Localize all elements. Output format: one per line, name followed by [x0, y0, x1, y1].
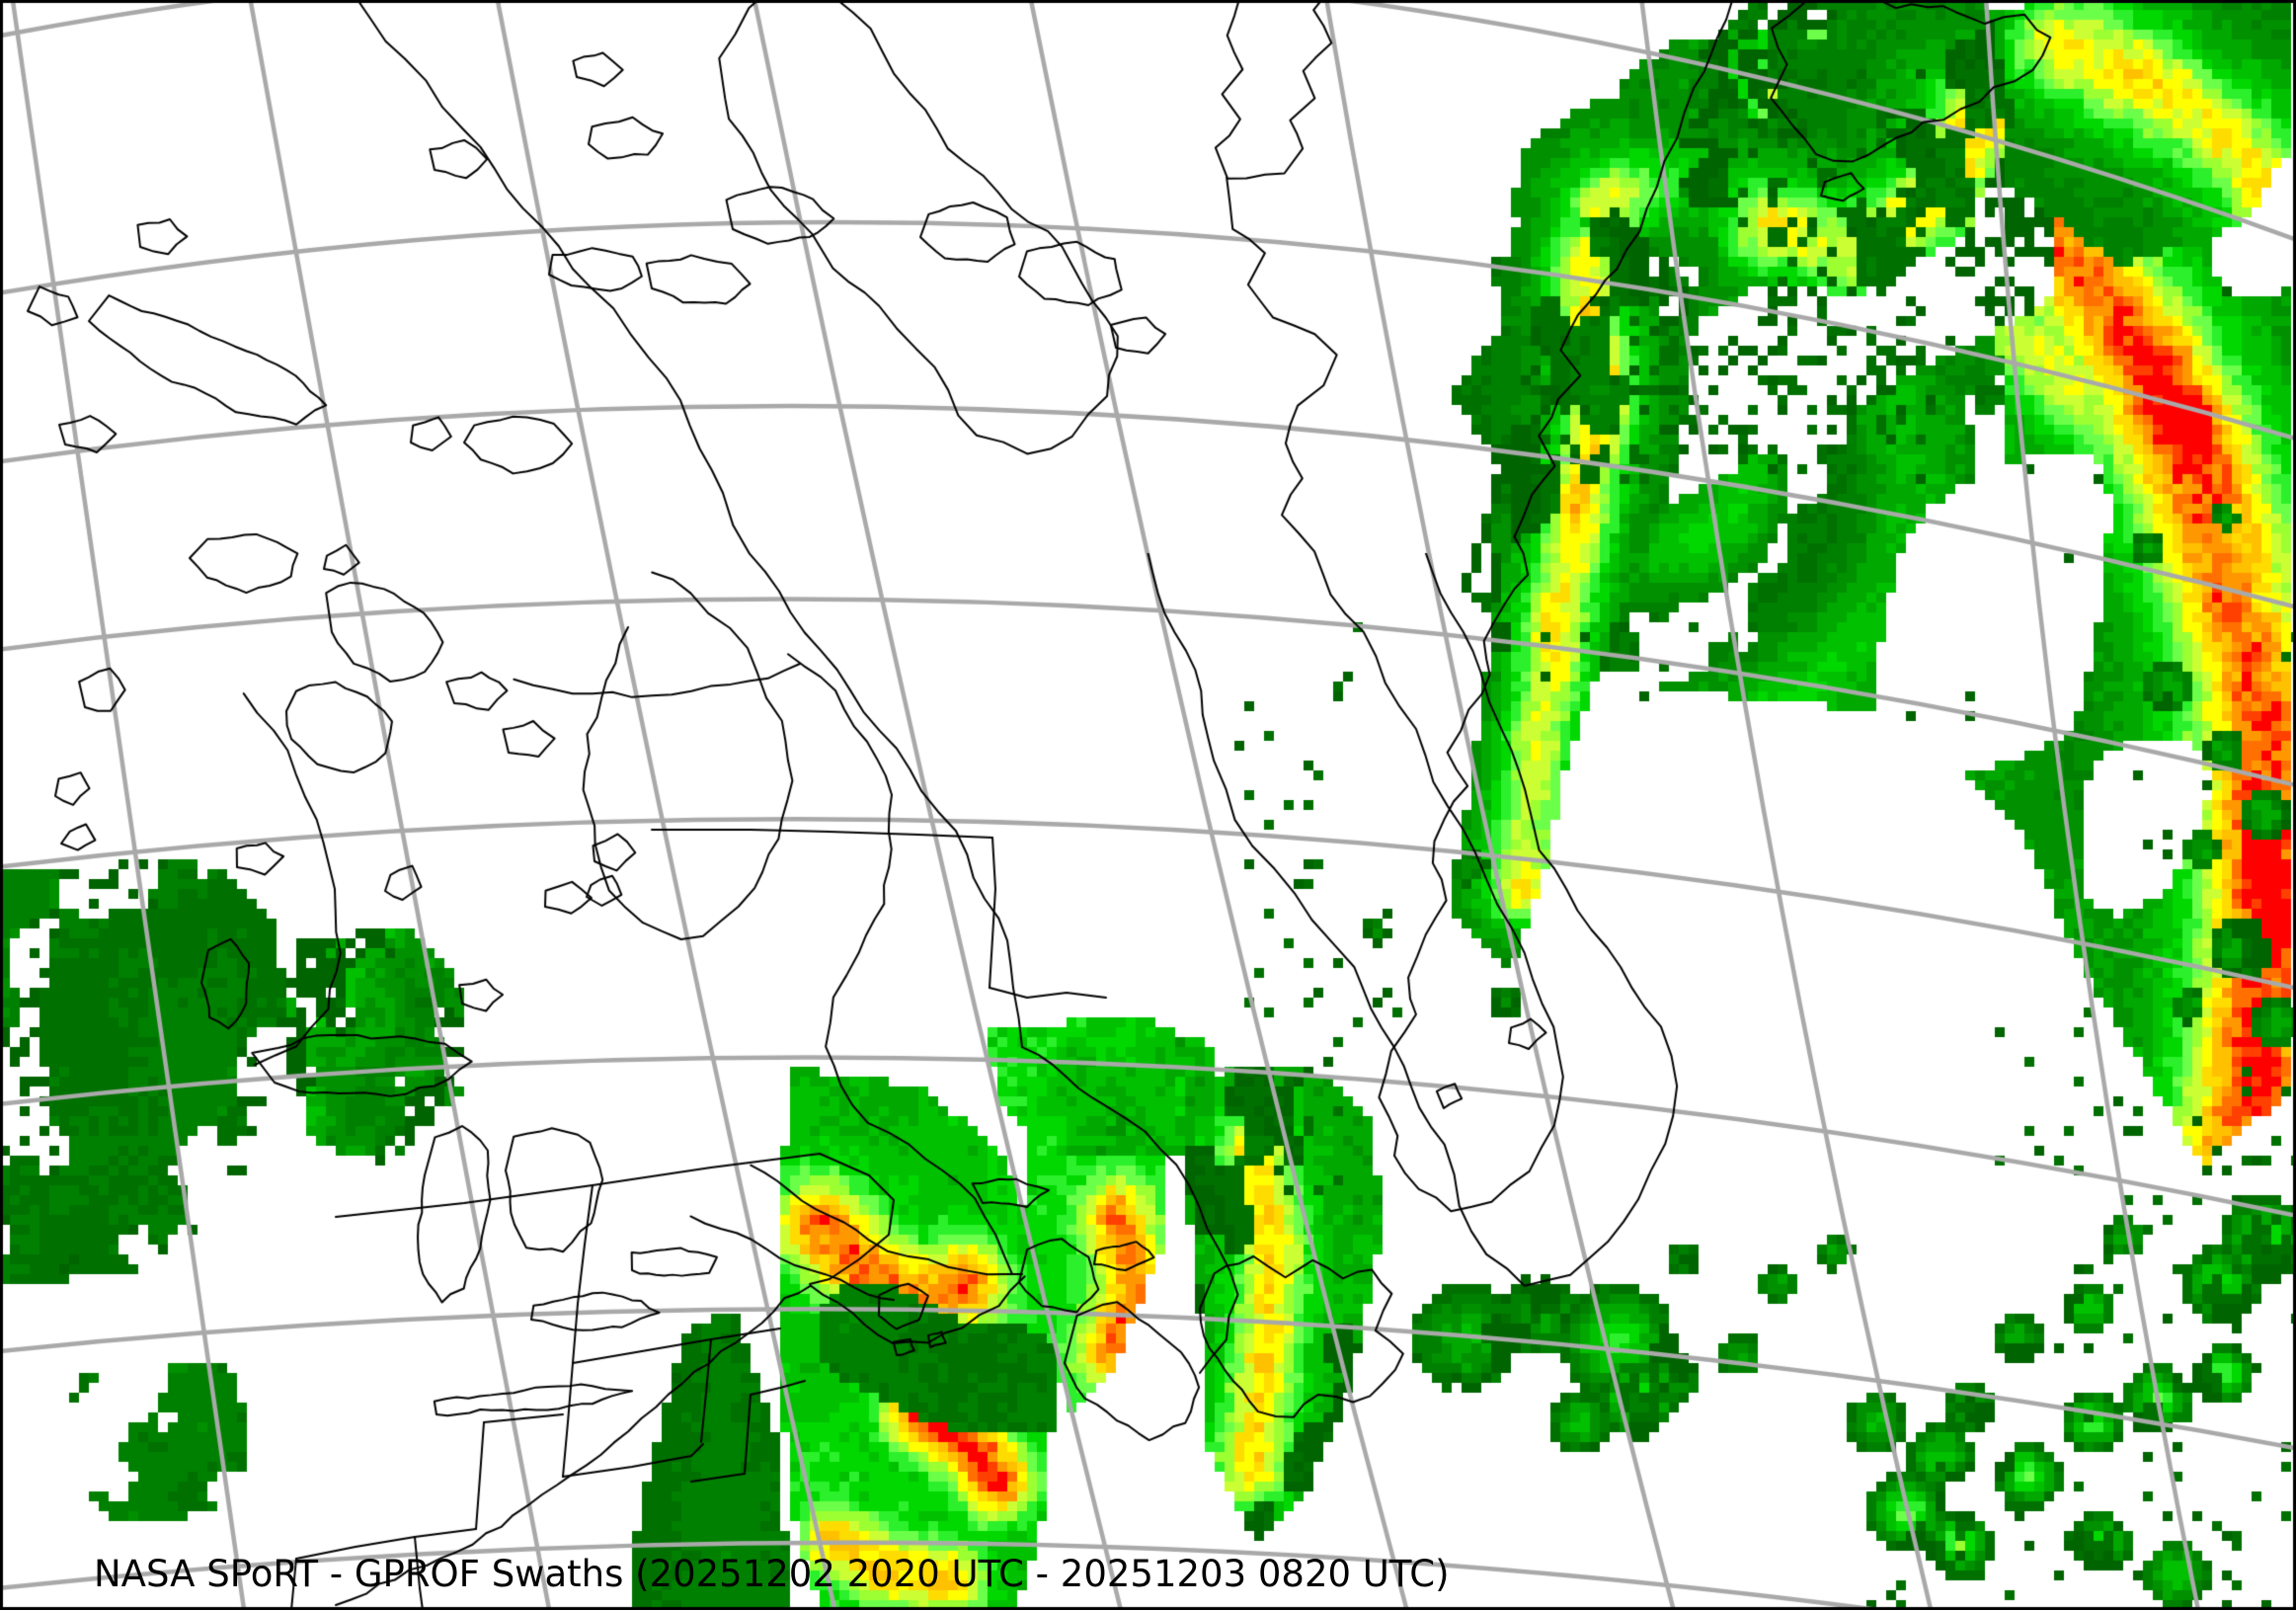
product-caption: NASA SPoRT - GPROF Swaths (20251202 2020… [94, 1553, 1450, 1595]
